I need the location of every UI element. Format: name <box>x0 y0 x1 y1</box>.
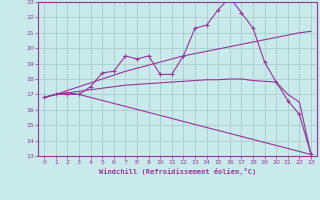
X-axis label: Windchill (Refroidissement éolien,°C): Windchill (Refroidissement éolien,°C) <box>99 168 256 175</box>
